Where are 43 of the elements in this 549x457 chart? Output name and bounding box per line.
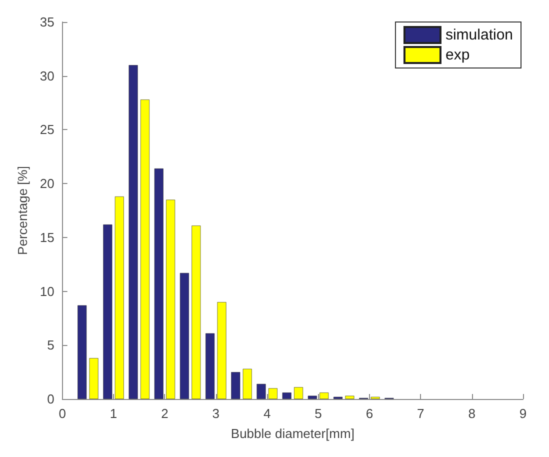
x-tick-label: 5 <box>314 406 322 421</box>
y-tick-label: 25 <box>40 122 54 138</box>
bar <box>242 368 252 399</box>
x-tick-label: 8 <box>468 406 476 421</box>
y-tick-label: 20 <box>40 176 54 192</box>
y-tick-label: 10 <box>40 284 54 299</box>
bar <box>320 392 329 399</box>
bar <box>89 358 98 399</box>
y-tick-label: 0 <box>47 392 54 406</box>
bar <box>231 372 240 399</box>
x-tick-label: 1 <box>110 406 118 421</box>
bar <box>282 392 292 399</box>
x-tick-label: 9 <box>519 406 527 421</box>
x-tick-label: 2 <box>161 406 168 421</box>
x-tick-label: 6 <box>366 406 374 421</box>
bar <box>103 224 112 399</box>
bar <box>345 396 354 399</box>
x-axis-title: Bubble diameter[mm] <box>230 426 354 441</box>
bar <box>128 65 138 399</box>
y-tick-label: 15 <box>40 230 54 245</box>
bar <box>294 387 304 399</box>
bar <box>78 305 87 399</box>
bar <box>166 200 176 399</box>
bar <box>140 100 150 399</box>
bar <box>206 333 215 399</box>
bar <box>256 384 266 399</box>
bar <box>180 272 189 399</box>
bar <box>308 396 317 399</box>
bar <box>268 388 278 399</box>
y-tick-label: 30 <box>40 68 54 84</box>
bar <box>217 302 226 399</box>
bar <box>192 226 201 399</box>
bar <box>114 196 124 399</box>
legend-label: exp <box>445 46 470 64</box>
bar <box>154 168 164 399</box>
x-tick-label: 3 <box>212 406 220 421</box>
y-tick-label: 35 <box>40 14 54 30</box>
x-tick-label: 4 <box>263 406 271 421</box>
legend-label: simulation <box>445 26 513 44</box>
y-tick-label: 5 <box>47 338 54 353</box>
y-axis-title: Percentage [%] <box>15 166 30 255</box>
x-tick-label: 7 <box>417 406 424 421</box>
x-tick-label: 0 <box>58 406 66 421</box>
